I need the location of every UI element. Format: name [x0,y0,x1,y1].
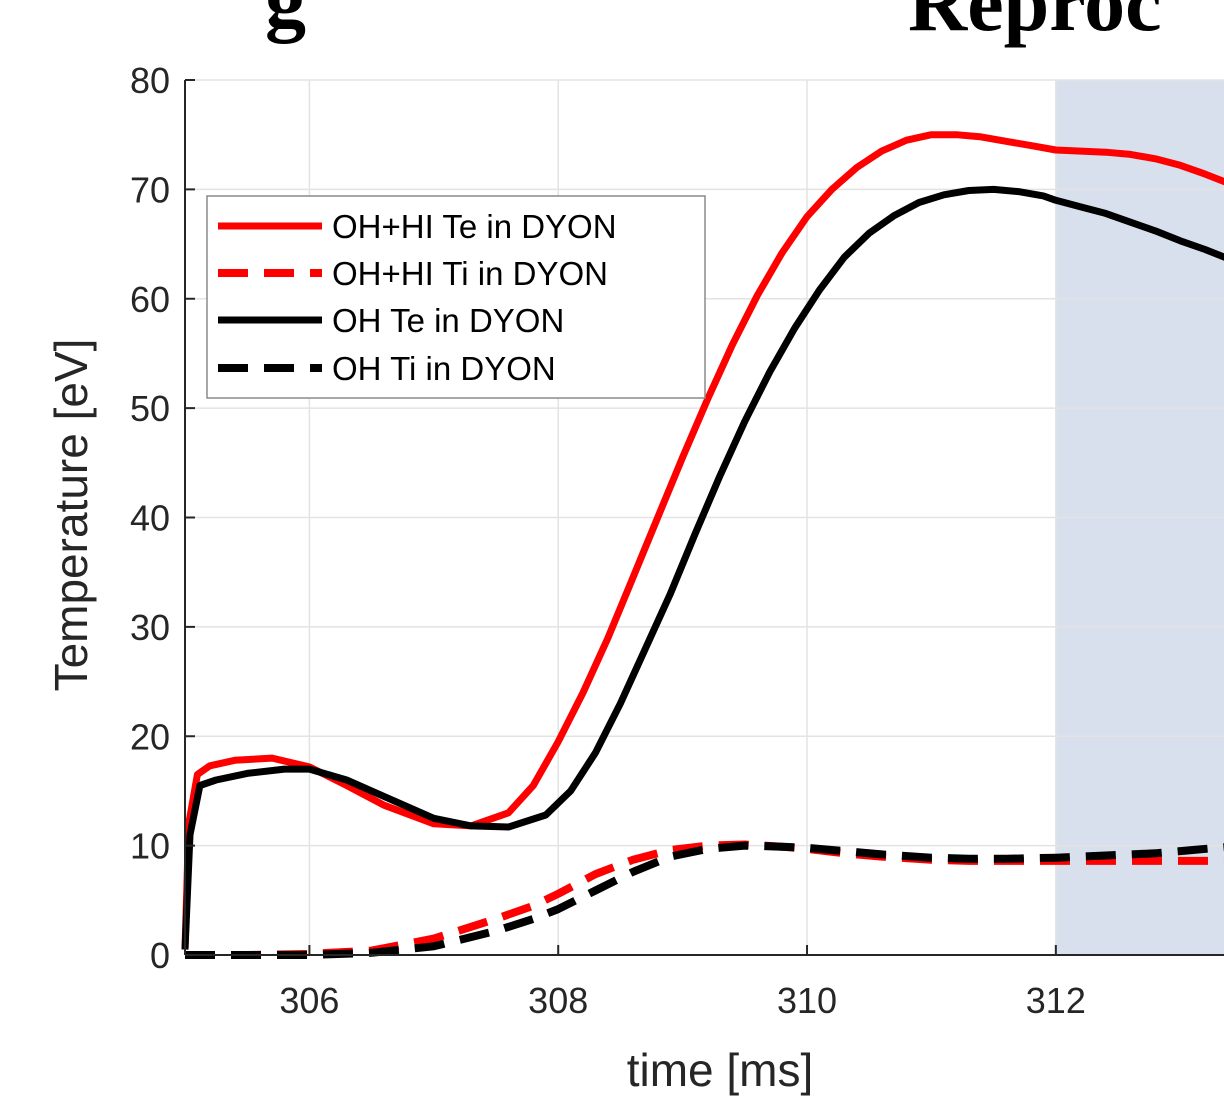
series-line-3 [181,185,1224,950]
y-tick-label: 10 [130,826,170,867]
x-tick-label: 310 [777,980,837,1021]
legend: OH+HI Te in DYON OH+HI Ti in DYON OH Te in… [206,195,706,399]
y-tick-label: 20 [130,716,170,757]
legend-label-3: OH Te in DYON [332,302,564,339]
title-fragment-right: Reproc [908,0,1162,48]
x-tick-label: 308 [528,980,588,1021]
y-axis-label: Temperature [eV] [45,339,97,692]
y-tick-label: 60 [130,279,170,320]
x-tick-label: 306 [279,980,339,1021]
x-tick-label: 312 [1026,980,1086,1021]
axes [184,79,1224,956]
title-fragment-left: g [265,0,306,44]
legend-label-1: OH+HI Te in DYON [332,208,617,245]
y-tick-label: 50 [130,388,170,429]
tick-labels: 306 308 310 312 0 10 20 30 40 50 60 70 80 [130,60,1086,1021]
y-tick-label: 70 [130,169,170,210]
y-tick-label: 0 [150,935,170,976]
y-tick-label: 40 [130,498,170,539]
y-tick-label: 30 [130,607,170,648]
series-line-4 [185,841,1224,959]
legend-label-4: OH Ti in DYON [332,350,556,387]
x-axis-label: time [ms] [627,1044,814,1096]
y-tick-label: 80 [130,60,170,101]
series-layer [181,131,1224,959]
legend-label-2: OH+HI Ti in DYON [332,255,608,292]
